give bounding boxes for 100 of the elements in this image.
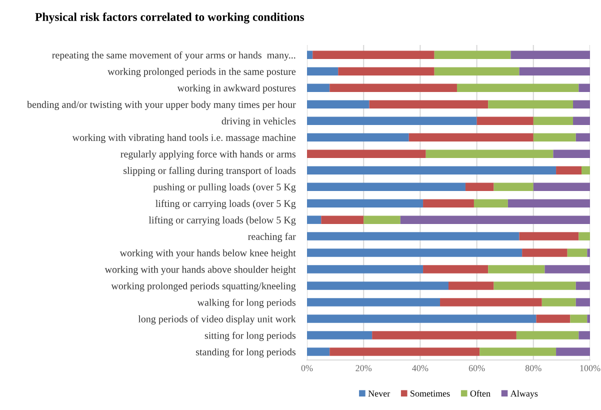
y-tick-label: working prolonged periods squatting/kneeling bbox=[111, 282, 296, 292]
bar bbox=[578, 331, 590, 340]
bar bbox=[307, 50, 313, 60]
legend-label: Often bbox=[470, 390, 490, 397]
bar bbox=[330, 84, 457, 92]
bar bbox=[582, 166, 590, 174]
bar bbox=[307, 314, 536, 323]
bar bbox=[307, 84, 330, 92]
y-tick-label: bending and/or twisting with your upper body many times per hour bbox=[27, 100, 296, 110]
bar bbox=[307, 282, 448, 290]
bar bbox=[307, 100, 370, 108]
bar bbox=[448, 282, 494, 290]
y-tick-label: walking for long periods bbox=[197, 298, 296, 308]
bar bbox=[494, 182, 534, 191]
bar bbox=[330, 348, 480, 356]
bar bbox=[519, 232, 579, 240]
bar bbox=[408, 133, 534, 142]
bar bbox=[488, 265, 545, 274]
x-tick-label: 40% bbox=[412, 365, 428, 372]
y-tick-label: working with your hands below knee height bbox=[120, 249, 296, 258]
bar bbox=[400, 216, 590, 224]
bar bbox=[570, 314, 588, 323]
bar bbox=[338, 67, 434, 76]
legend-label: Never bbox=[368, 390, 390, 397]
bar bbox=[307, 298, 440, 306]
bar bbox=[508, 199, 590, 208]
y-tick-label: pushing or pulling loads (over 5 Kg bbox=[153, 183, 296, 192]
bar bbox=[533, 182, 590, 191]
bar bbox=[465, 182, 494, 191]
x-tick-label: 100% bbox=[580, 365, 600, 372]
bar bbox=[578, 232, 590, 240]
bar bbox=[576, 133, 590, 142]
bar bbox=[372, 331, 516, 340]
bar bbox=[544, 265, 590, 274]
bar bbox=[307, 331, 372, 340]
bar bbox=[553, 150, 590, 158]
bar bbox=[474, 199, 508, 208]
bar bbox=[536, 314, 570, 323]
y-tick-label: long periods of video display unit work bbox=[138, 315, 296, 324]
x-tick-label: 0% bbox=[301, 365, 313, 372]
bar bbox=[307, 166, 556, 174]
y-tick-label: sitting for long periods bbox=[204, 332, 296, 341]
bar bbox=[476, 116, 534, 125]
bar bbox=[480, 348, 556, 356]
bar bbox=[556, 348, 590, 356]
bar bbox=[542, 298, 576, 306]
bar bbox=[587, 248, 590, 257]
bar bbox=[510, 50, 590, 60]
bar bbox=[364, 216, 400, 224]
bar bbox=[519, 67, 590, 76]
bar bbox=[423, 199, 474, 208]
y-tick-label: standing for long periods bbox=[196, 348, 296, 358]
bar bbox=[307, 216, 322, 224]
bar bbox=[307, 182, 466, 191]
bar bbox=[573, 116, 590, 125]
bar bbox=[488, 100, 574, 108]
bar bbox=[573, 100, 590, 108]
bar bbox=[426, 150, 554, 158]
bar bbox=[522, 248, 568, 257]
y-tick-label: working in awkward postures bbox=[177, 84, 296, 94]
bar bbox=[307, 248, 522, 257]
bar bbox=[423, 265, 488, 274]
bar bbox=[307, 348, 330, 356]
bar bbox=[567, 248, 588, 257]
y-tick-label: repeating the same movement of your arms or hands many... bbox=[52, 51, 296, 61]
y-tick-label: regularly applying force with hands or arms bbox=[120, 150, 296, 160]
y-tick-label: reaching far bbox=[248, 232, 296, 242]
bar bbox=[307, 116, 477, 125]
y-tick-label: lifting or carrying loads (below 5 Kg bbox=[148, 216, 296, 226]
bar bbox=[307, 232, 520, 240]
bar bbox=[321, 216, 364, 224]
bar bbox=[494, 282, 576, 290]
bar bbox=[312, 50, 434, 60]
text: Physical risk factors correlated to working conditions bbox=[35, 12, 304, 24]
y-tick-label: working with vibrating hand tools i.e. massage machine bbox=[72, 134, 296, 143]
bar bbox=[307, 67, 338, 76]
bar bbox=[516, 331, 579, 340]
y-tick-label: lifting or carrying loads (over 5 Kg bbox=[156, 200, 296, 210]
bar bbox=[578, 84, 590, 92]
bar bbox=[440, 298, 542, 306]
bar bbox=[369, 100, 488, 108]
bar bbox=[576, 282, 590, 290]
legend-label: Sometimes bbox=[410, 390, 450, 397]
x-tick-label: 80% bbox=[525, 365, 542, 372]
bar bbox=[456, 84, 579, 92]
x-tick-label: 20% bbox=[356, 365, 372, 372]
y-tick-label: working prolonged periods in the same posture bbox=[108, 68, 296, 78]
bar bbox=[307, 265, 424, 274]
x-tick-label: 60% bbox=[468, 365, 485, 372]
bar bbox=[434, 50, 511, 60]
bar bbox=[307, 199, 424, 208]
y-tick-label: slipping or falling during transport of loads bbox=[124, 166, 296, 176]
bar bbox=[576, 298, 590, 306]
bar bbox=[307, 150, 426, 158]
bar bbox=[556, 166, 582, 174]
y-tick-label: working with your hands above shoulder height bbox=[104, 266, 296, 275]
legend-label: Always bbox=[510, 390, 538, 398]
y-tick-label: driving in vehicles bbox=[222, 117, 296, 126]
bar bbox=[307, 133, 409, 142]
bar bbox=[533, 116, 574, 125]
